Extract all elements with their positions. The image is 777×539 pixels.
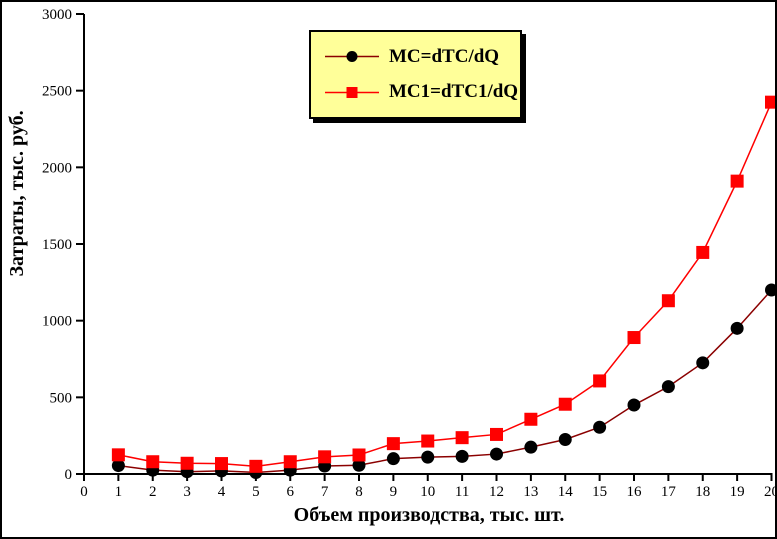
mc1-data-point-marker bbox=[730, 174, 744, 188]
mc-data-point-marker bbox=[558, 433, 572, 446]
x-tick-label: 20 bbox=[764, 484, 777, 500]
legend-label-mc1: MC1=dTC1/dQ bbox=[389, 81, 519, 103]
legend: MC=dTC/dQ MC1=dTC1/dQ bbox=[309, 30, 522, 119]
legend-label-mc: MC=dTC/dQ bbox=[389, 45, 500, 67]
x-tick-label: 11 bbox=[455, 484, 469, 500]
x-tick-label: 15 bbox=[592, 484, 607, 500]
mc-data-point-marker bbox=[455, 449, 469, 463]
x-tick-label: 5 bbox=[252, 484, 260, 500]
mc1-data-point-marker bbox=[283, 455, 297, 469]
x-tick-label: 7 bbox=[321, 484, 329, 500]
mc1-data-point-marker bbox=[765, 95, 777, 109]
mc-data-point-marker bbox=[593, 420, 607, 434]
x-tick-label: 4 bbox=[218, 484, 226, 500]
x-tick-label: 0 bbox=[80, 484, 88, 500]
mc1-data-point-marker bbox=[490, 427, 503, 441]
mc-data-point-marker bbox=[524, 440, 538, 454]
x-tick-label: 14 bbox=[558, 484, 574, 500]
x-tick-label: 6 bbox=[287, 484, 295, 500]
mc1-data-point-marker bbox=[146, 455, 160, 469]
x-tick-label: 2 bbox=[149, 484, 157, 500]
mc-data-point-marker bbox=[490, 447, 503, 461]
mc1-data-point-marker bbox=[627, 331, 641, 345]
series-line-mc bbox=[118, 289, 773, 474]
mc1-data-point-marker bbox=[696, 245, 710, 259]
y-tick-label: 2000 bbox=[42, 160, 72, 176]
mc-data-point-marker bbox=[661, 380, 675, 394]
y-tick-label: 500 bbox=[50, 390, 73, 406]
mc1-data-point-marker bbox=[318, 450, 332, 464]
x-tick-label: 9 bbox=[390, 484, 398, 500]
mc1-data-point-marker bbox=[249, 459, 263, 473]
x-tick-label: 8 bbox=[355, 484, 363, 500]
x-tick-label: 19 bbox=[730, 484, 745, 500]
x-tick-label: 16 bbox=[627, 484, 643, 500]
x-tick-label: 13 bbox=[523, 484, 538, 500]
legend-marker-mc1-icon bbox=[325, 86, 379, 98]
y-axis-title: Затраты, тыс. руб. bbox=[6, 110, 28, 277]
mc1-data-point-marker bbox=[455, 431, 469, 445]
x-tick-label: 12 bbox=[489, 484, 504, 500]
mc-data-point-marker bbox=[111, 459, 125, 473]
mc1-data-point-marker bbox=[593, 374, 607, 388]
x-tick-label: 17 bbox=[661, 484, 677, 500]
mc-data-point-marker bbox=[386, 452, 400, 466]
mc1-data-point-marker bbox=[386, 437, 400, 451]
mc-data-point-marker bbox=[730, 321, 744, 335]
x-tick-label: 3 bbox=[183, 484, 191, 500]
mc1-data-point-marker bbox=[352, 448, 366, 462]
mc1-data-point-marker bbox=[111, 448, 125, 462]
y-tick-label: 1000 bbox=[42, 314, 72, 330]
mc-data-point-marker bbox=[627, 398, 641, 412]
mc-data-point-marker bbox=[421, 450, 435, 464]
y-tick-label: 0 bbox=[65, 467, 73, 483]
mc1-data-point-marker bbox=[180, 456, 194, 470]
legend-marker-mc-icon bbox=[325, 51, 379, 63]
x-tick-label: 1 bbox=[115, 484, 123, 500]
mc-data-point-marker bbox=[765, 283, 777, 297]
y-tick-label: 3000 bbox=[42, 7, 72, 23]
mc1-data-point-marker bbox=[215, 457, 228, 471]
mc-data-point-marker bbox=[352, 458, 366, 472]
mc1-data-point-marker bbox=[524, 412, 538, 426]
x-axis-title: Объем производства, тыс. шт. bbox=[293, 504, 565, 526]
x-tick-label: 18 bbox=[695, 484, 710, 500]
mc-data-point-marker bbox=[696, 356, 710, 370]
x-tick-label: 10 bbox=[420, 484, 435, 500]
legend-item-mc1: MC1=dTC1/dQ bbox=[324, 81, 520, 103]
mc1-data-point-marker bbox=[558, 397, 572, 411]
mc1-data-point-marker bbox=[661, 294, 675, 308]
y-tick-label: 2500 bbox=[42, 84, 72, 100]
legend-item-mc: MC=dTC/dQ bbox=[324, 46, 520, 68]
mc1-data-point-marker bbox=[421, 434, 435, 448]
y-tick-label: 1500 bbox=[42, 237, 72, 253]
series-line-mc1 bbox=[118, 101, 773, 468]
